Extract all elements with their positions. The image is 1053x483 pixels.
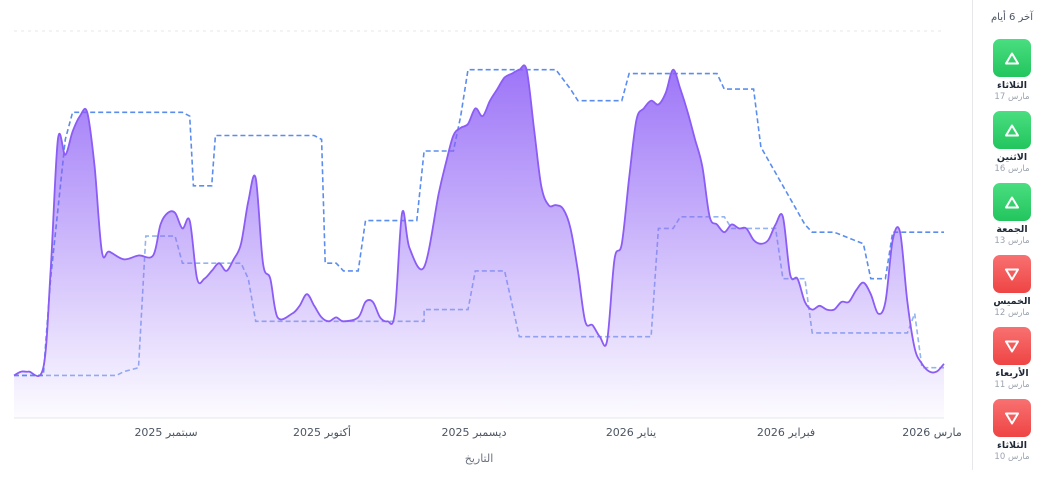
day-name: الاثنين bbox=[996, 152, 1028, 163]
recent-days-panel: آخر 6 أيام الثلاثاء 17 مارس الاثنين 16 مارس… bbox=[972, 0, 1053, 470]
day-date: 11 مارس bbox=[994, 380, 1030, 390]
x-tick-label: ديسمبر 2025 bbox=[441, 426, 506, 439]
day-name: الجمعة bbox=[996, 224, 1028, 235]
day-card[interactable]: الأربعاء 11 مارس bbox=[973, 327, 1051, 391]
x-tick-label: يناير 2026 bbox=[606, 426, 656, 439]
series-area-fill bbox=[14, 65, 944, 418]
day-date: 13 مارس bbox=[994, 236, 1030, 246]
x-tick-label: سبتمبر 2025 bbox=[134, 426, 197, 439]
trend-up-icon bbox=[993, 111, 1031, 149]
day-date: 12 مارس bbox=[994, 308, 1030, 318]
x-axis-title: التاريخ bbox=[465, 452, 494, 465]
day-date: 16 مارس bbox=[994, 164, 1030, 174]
day-name: الأربعاء bbox=[995, 368, 1029, 379]
trend-up-icon bbox=[993, 39, 1031, 77]
x-tick-label: مارس 2026 bbox=[902, 426, 962, 439]
price-chart: سبتمبر 2025 أكتوبر 2025 ديسمبر 2025 يناير 2… bbox=[13, 30, 962, 465]
x-tick-label: أكتوبر 2025 bbox=[293, 425, 351, 439]
day-card[interactable]: الخميس 12 مارس bbox=[973, 255, 1051, 319]
day-card[interactable]: الاثنين 16 مارس bbox=[973, 111, 1051, 175]
day-date: 10 مارس bbox=[994, 452, 1030, 462]
day-name: الثلاثاء bbox=[997, 80, 1027, 91]
day-card[interactable]: الثلاثاء 10 مارس bbox=[973, 399, 1051, 463]
day-date: 17 مارس bbox=[994, 92, 1030, 102]
day-name: الثلاثاء bbox=[997, 440, 1027, 451]
trend-down-icon bbox=[993, 399, 1031, 437]
recent-days-title: آخر 6 أيام bbox=[990, 12, 1033, 23]
trend-down-icon bbox=[993, 327, 1031, 365]
x-tick-label: فبراير 2026 bbox=[757, 426, 815, 439]
day-card[interactable]: الجمعة 13 مارس bbox=[973, 183, 1051, 247]
series-area-line bbox=[13, 64, 945, 378]
day-card[interactable]: الثلاثاء 17 مارس bbox=[973, 39, 1051, 103]
day-name: الخميس bbox=[993, 296, 1031, 307]
trend-down-icon bbox=[993, 255, 1031, 293]
trend-up-icon bbox=[993, 183, 1031, 221]
